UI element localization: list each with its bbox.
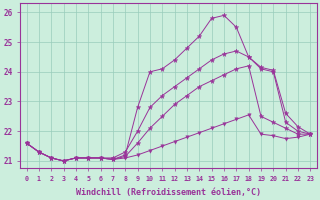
X-axis label: Windchill (Refroidissement éolien,°C): Windchill (Refroidissement éolien,°C) (76, 188, 261, 197)
